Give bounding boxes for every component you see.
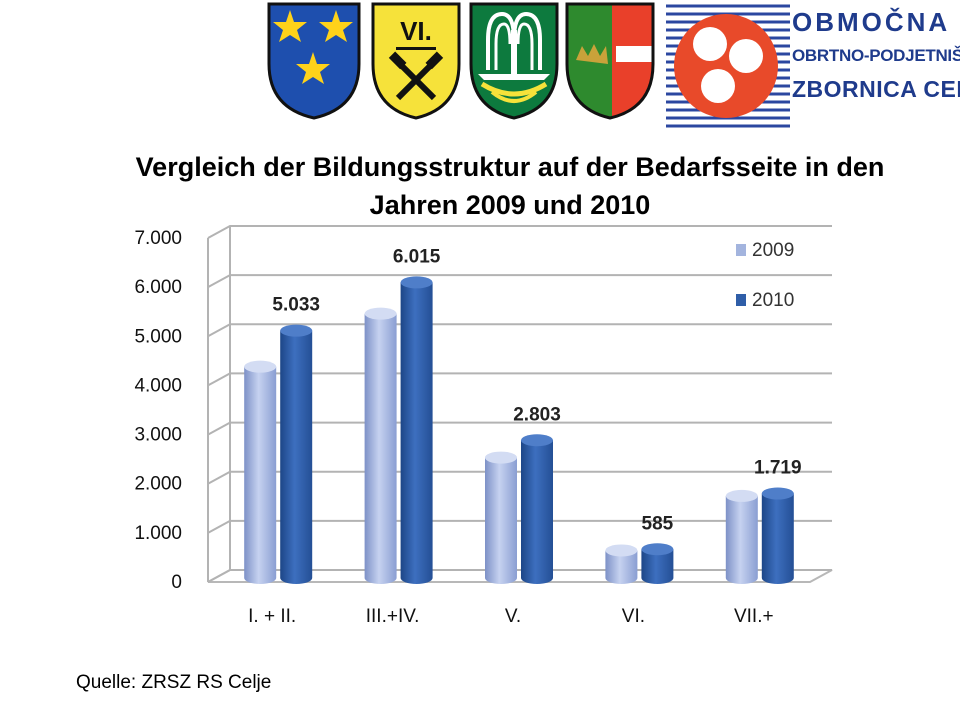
bar-body [641, 549, 674, 584]
y-tick-label: 5.000 [134, 326, 182, 347]
bar-body [280, 330, 313, 584]
y-tick-label: 3.000 [134, 425, 182, 446]
bar-cap [280, 324, 313, 337]
chamber-name-line-2: OBRTNO-PODJETNIŠKA [792, 46, 960, 65]
y-tick-label: 6.000 [134, 277, 182, 298]
bar-2010 [400, 276, 433, 584]
coat-of-arms-stars-icon [267, 2, 361, 120]
bar-2009 [364, 307, 397, 584]
legend-item-2009: 2009 [736, 240, 794, 261]
bar-2009 [725, 489, 758, 584]
legend-swatch [736, 244, 746, 256]
bar-2010 [280, 324, 313, 584]
svg-text:VI.: VI. [400, 16, 432, 46]
bar-cap [244, 360, 277, 373]
bar-cap [761, 487, 794, 500]
legend-label: 2009 [752, 240, 794, 261]
bar-body [725, 495, 758, 584]
y-tick-label: 1.000 [134, 523, 182, 544]
source-note: Quelle: ZRSZ RS Celje [76, 672, 272, 693]
legend-label: 2010 [752, 290, 794, 311]
coat-of-arms-split-icon [565, 2, 655, 120]
bar-2010 [641, 543, 674, 584]
y-tick-label: 0 [171, 572, 182, 593]
legend-item-2010: 2010 [736, 290, 794, 311]
gridline [207, 225, 832, 239]
data-label: 585 [642, 513, 674, 534]
chart-title-line-2: Jahren 2009 und 2010 [369, 190, 651, 220]
legend-swatch [736, 294, 746, 306]
chart-legend: 2009 2010 [736, 240, 794, 311]
bar-cap [725, 489, 758, 502]
bar-body [761, 493, 794, 584]
x-tick-label: III.+IV. [366, 606, 420, 627]
x-tick-label: I. + II. [248, 606, 296, 627]
coat-of-arms-mining-icon: VI. [371, 2, 461, 120]
bar-body [485, 457, 517, 584]
bar-2009 [485, 451, 517, 584]
bar-2010 [761, 487, 794, 584]
bar-cap [364, 307, 397, 320]
bar-body [244, 366, 277, 584]
data-label: 6.015 [393, 246, 441, 267]
chamber-name-line-3: ZBORNICA CELJE [792, 76, 960, 102]
chart-labels: 0 1.000 2.000 3.000 4.000 5.000 6.000 7.000 I. +… [134, 228, 801, 627]
data-label: 2.803 [513, 404, 561, 425]
chart-bars [244, 276, 794, 584]
coat-of-arms-fountain-icon [469, 2, 559, 120]
bar-body [605, 550, 638, 584]
y-tick-label: 4.000 [134, 375, 182, 396]
bar-cap [641, 543, 674, 556]
bar-2009 [244, 360, 277, 584]
chamber-name-line-1: OBMOČNA [792, 7, 951, 37]
x-tick-label: VI. [622, 606, 645, 627]
bar-2009 [605, 544, 638, 584]
x-tick-label: V. [505, 606, 521, 627]
chart-title-line-1: Vergleich der Bildungsstruktur auf der B… [135, 152, 885, 182]
x-tick-label: VII.+ [734, 606, 774, 627]
bar-cap [400, 276, 433, 289]
chamber-emblem-icon [666, 4, 790, 128]
bar-cap [485, 451, 517, 464]
bar-chart: 0 1.000 2.000 3.000 4.000 5.000 6.000 7.000 I. +… [134, 225, 833, 627]
bar-2010 [521, 434, 553, 584]
bar-cap [605, 544, 638, 557]
bar-body [364, 313, 397, 584]
chamber-name: OBMOČNA OBRTNO-PODJETNIŠKA ZBORNICA CELJ… [792, 4, 960, 106]
bar-cap [521, 434, 553, 447]
bar-body [521, 440, 553, 584]
y-tick-label: 7.000 [134, 228, 182, 249]
chart-title: Vergleich der Bildungsstruktur auf der B… [40, 148, 960, 224]
logo-strip: VI. [0, 0, 960, 132]
bar-body [400, 282, 433, 584]
gridline [207, 274, 832, 289]
data-label: 5.033 [272, 295, 320, 316]
data-label: 1.719 [754, 458, 802, 479]
y-tick-label: 2.000 [134, 474, 182, 495]
